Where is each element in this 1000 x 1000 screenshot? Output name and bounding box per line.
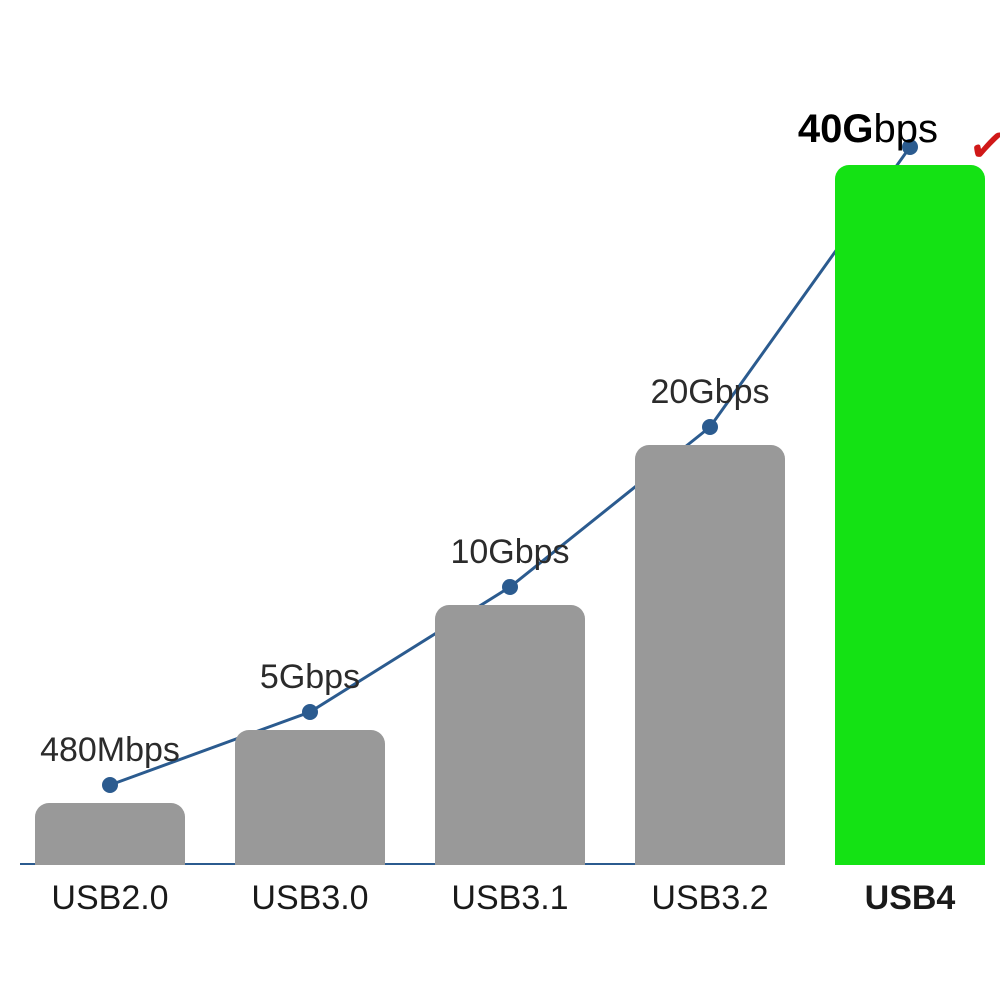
bar-usb31	[435, 605, 585, 865]
bar-usb20	[35, 803, 185, 865]
x-label: USB2.0	[51, 879, 168, 918]
value-label: 480Mbps	[40, 731, 180, 770]
x-label: USB3.2	[651, 879, 768, 918]
bar-usb32	[635, 445, 785, 865]
x-label: USB4	[865, 879, 956, 918]
usb-speed-chart: ✓ USB2.0480MbpsUSB3.05GbpsUSB3.110GbpsUS…	[0, 0, 1000, 1000]
bar-usb30	[235, 730, 385, 865]
line-marker	[502, 579, 518, 595]
value-label: 10Gbps	[450, 533, 569, 572]
x-label: USB3.0	[251, 879, 368, 918]
value-label: 5Gbps	[260, 658, 360, 697]
line-marker	[302, 704, 318, 720]
value-label: 40Gbps	[798, 107, 938, 152]
bar-usb4	[835, 165, 985, 865]
line-marker	[702, 419, 718, 435]
line-marker	[102, 777, 118, 793]
x-label: USB3.1	[451, 879, 568, 918]
value-label: 20Gbps	[650, 373, 769, 412]
